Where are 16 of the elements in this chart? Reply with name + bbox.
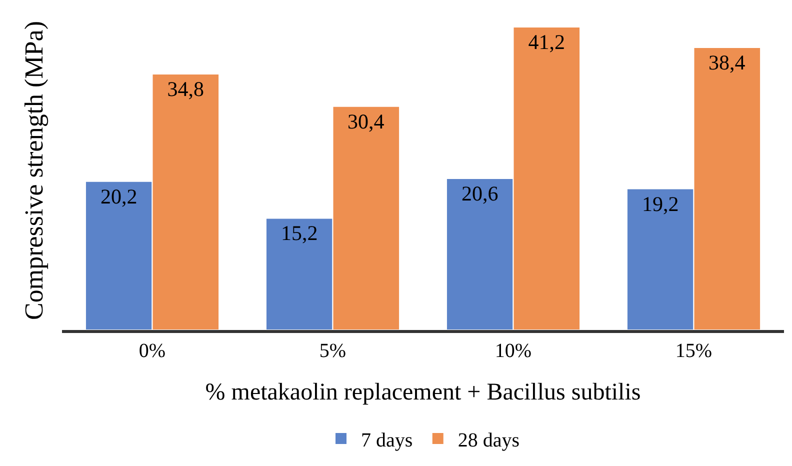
data-label: 19,2 (642, 192, 679, 216)
data-label: 15,2 (280, 221, 318, 246)
legend-label: 7 days (361, 429, 413, 452)
data-label: 41,2 (528, 30, 566, 54)
legend-label: 28 days (458, 429, 520, 452)
data-label: 38,4 (708, 50, 746, 75)
x-axis-title: % metakaolin replacement + Bacillus subtilis (205, 379, 641, 406)
y-axis-title: Compressive strength (MPa) (19, 21, 48, 320)
data-label: 34,8 (167, 77, 204, 102)
data-label: 30,4 (348, 109, 385, 134)
x-tick-label: 5% (319, 340, 346, 362)
x-tick-label: 0% (138, 340, 166, 362)
x-tick-label: 10% (494, 340, 532, 362)
data-label: 20,6 (461, 181, 498, 206)
data-label: 20,2 (100, 184, 138, 208)
x-tick-label: 15% (675, 340, 712, 362)
